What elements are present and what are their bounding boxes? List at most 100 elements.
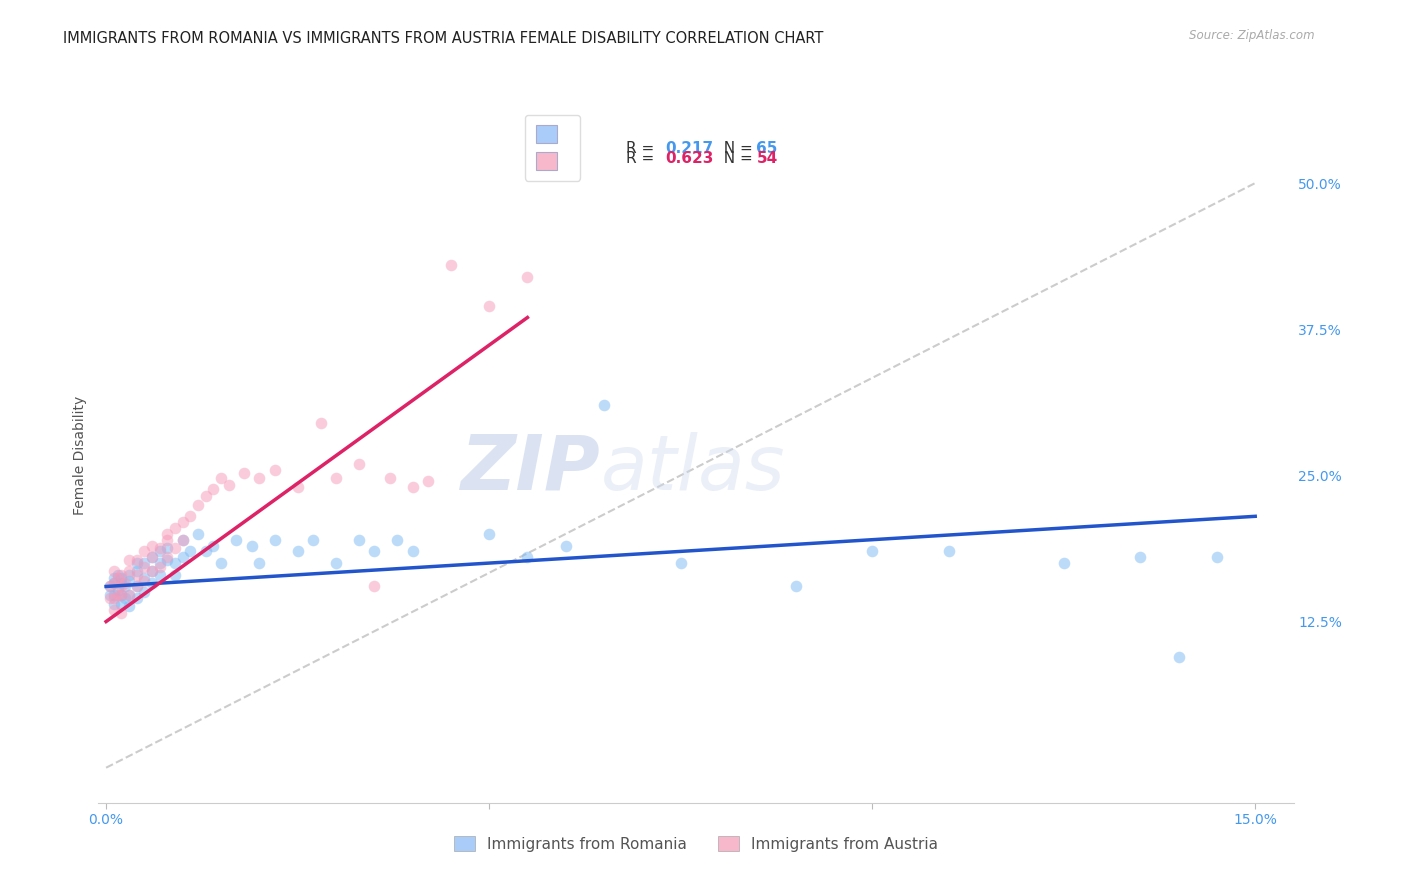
Point [149,559,172,574]
Point [134,571,156,585]
Point [156,552,179,566]
Point [172,550,194,565]
Point [163,541,186,555]
Point [287,544,309,558]
Point [134,559,156,574]
Point [938,544,960,558]
Point [163,567,186,582]
Point [209,471,232,485]
Point [107,588,129,602]
Point [125,552,148,566]
Point [110,567,132,582]
Point [378,471,401,485]
Text: R =: R = [626,151,659,166]
Point [103,591,125,606]
Point [98,579,121,593]
Point [118,564,141,578]
Point [134,574,156,588]
Point [134,556,156,570]
Point [107,582,129,597]
Text: R =: R = [626,141,659,156]
Point [247,471,270,485]
Point [125,567,148,582]
Point [110,588,132,602]
Point [179,544,201,558]
Point [416,474,439,488]
Point [110,571,132,585]
Point [263,533,285,547]
Point [118,552,141,566]
Point [233,466,256,480]
Point [218,477,240,491]
Point [172,515,194,529]
Point [669,556,692,570]
Point [478,299,501,313]
Y-axis label: Female Disability: Female Disability [73,395,87,515]
Text: IMMIGRANTS FROM ROMANIA VS IMMIGRANTS FROM AUSTRIA FEMALE DISABILITY CORRELATION: IMMIGRANTS FROM ROMANIA VS IMMIGRANTS FR… [63,31,824,46]
Point [156,541,179,555]
Point [202,539,225,553]
Point [141,576,163,591]
Point [110,597,132,611]
Point [163,521,186,535]
Point [860,544,883,558]
Point [110,588,132,602]
Point [172,533,194,547]
Point [149,567,172,582]
Point [114,576,136,591]
Point [187,526,209,541]
Point [172,533,194,547]
Point [785,579,807,593]
Point [149,544,172,558]
Point [125,579,148,593]
Text: atlas: atlas [600,432,785,506]
Point [103,597,125,611]
Point [194,544,217,558]
Point [302,533,325,547]
Point [125,564,148,578]
Point [107,571,129,585]
Point [401,480,423,494]
Point [118,574,141,588]
Point [209,556,232,570]
Point [125,591,148,606]
Point [125,579,148,593]
Point [149,541,172,555]
Point [263,462,285,476]
Point [194,490,217,504]
Point [1129,550,1152,565]
Text: 0.623: 0.623 [665,151,713,166]
Point [141,550,163,565]
Point [98,588,121,602]
Point [118,567,141,582]
Point [141,564,163,578]
Point [385,533,409,547]
Point [347,457,370,471]
Point [149,556,172,570]
Point [114,591,136,606]
Point [134,544,156,558]
Point [107,567,129,582]
Point [114,579,136,593]
Point [202,483,225,497]
Point [225,533,247,547]
Point [440,258,463,272]
Point [363,544,385,558]
Point [156,526,179,541]
Point [141,564,163,578]
Point [593,398,616,412]
Point [347,533,370,547]
Point [125,556,148,570]
Point [1206,550,1229,565]
Point [516,269,538,284]
Point [141,539,163,553]
Point [98,579,121,593]
Point [363,579,385,593]
Point [187,498,209,512]
Point [141,550,163,565]
Text: N =: N = [714,151,758,166]
Point [134,585,156,599]
Point [103,576,125,591]
Point [103,571,125,585]
Point [103,588,125,602]
